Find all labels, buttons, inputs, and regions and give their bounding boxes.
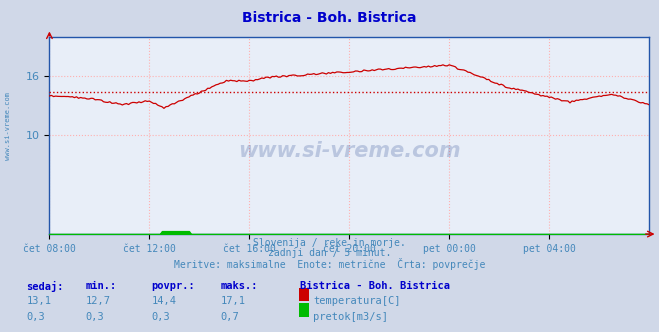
Text: www.si-vreme.com: www.si-vreme.com [5, 92, 11, 160]
Text: Bistrica - Boh. Bistrica: Bistrica - Boh. Bistrica [243, 11, 416, 25]
Text: 12,7: 12,7 [86, 296, 111, 306]
Text: 0,3: 0,3 [26, 312, 45, 322]
Text: Slovenija / reke in morje.: Slovenija / reke in morje. [253, 238, 406, 248]
Text: min.:: min.: [86, 281, 117, 290]
Text: pretok[m3/s]: pretok[m3/s] [313, 312, 388, 322]
Text: 13,1: 13,1 [26, 296, 51, 306]
Text: povpr.:: povpr.: [152, 281, 195, 290]
Text: sedaj:: sedaj: [26, 281, 64, 291]
Text: www.si-vreme.com: www.si-vreme.com [238, 141, 461, 161]
Text: 0,3: 0,3 [152, 312, 170, 322]
Text: Meritve: maksimalne  Enote: metrične  Črta: povprečje: Meritve: maksimalne Enote: metrične Črta… [174, 258, 485, 270]
Text: temperatura[C]: temperatura[C] [313, 296, 401, 306]
Text: Bistrica - Boh. Bistrica: Bistrica - Boh. Bistrica [300, 281, 450, 290]
Text: 0,7: 0,7 [221, 312, 239, 322]
Text: maks.:: maks.: [221, 281, 258, 290]
Text: 17,1: 17,1 [221, 296, 246, 306]
Text: 0,3: 0,3 [86, 312, 104, 322]
Text: 14,4: 14,4 [152, 296, 177, 306]
Text: zadnji dan / 5 minut.: zadnji dan / 5 minut. [268, 248, 391, 258]
